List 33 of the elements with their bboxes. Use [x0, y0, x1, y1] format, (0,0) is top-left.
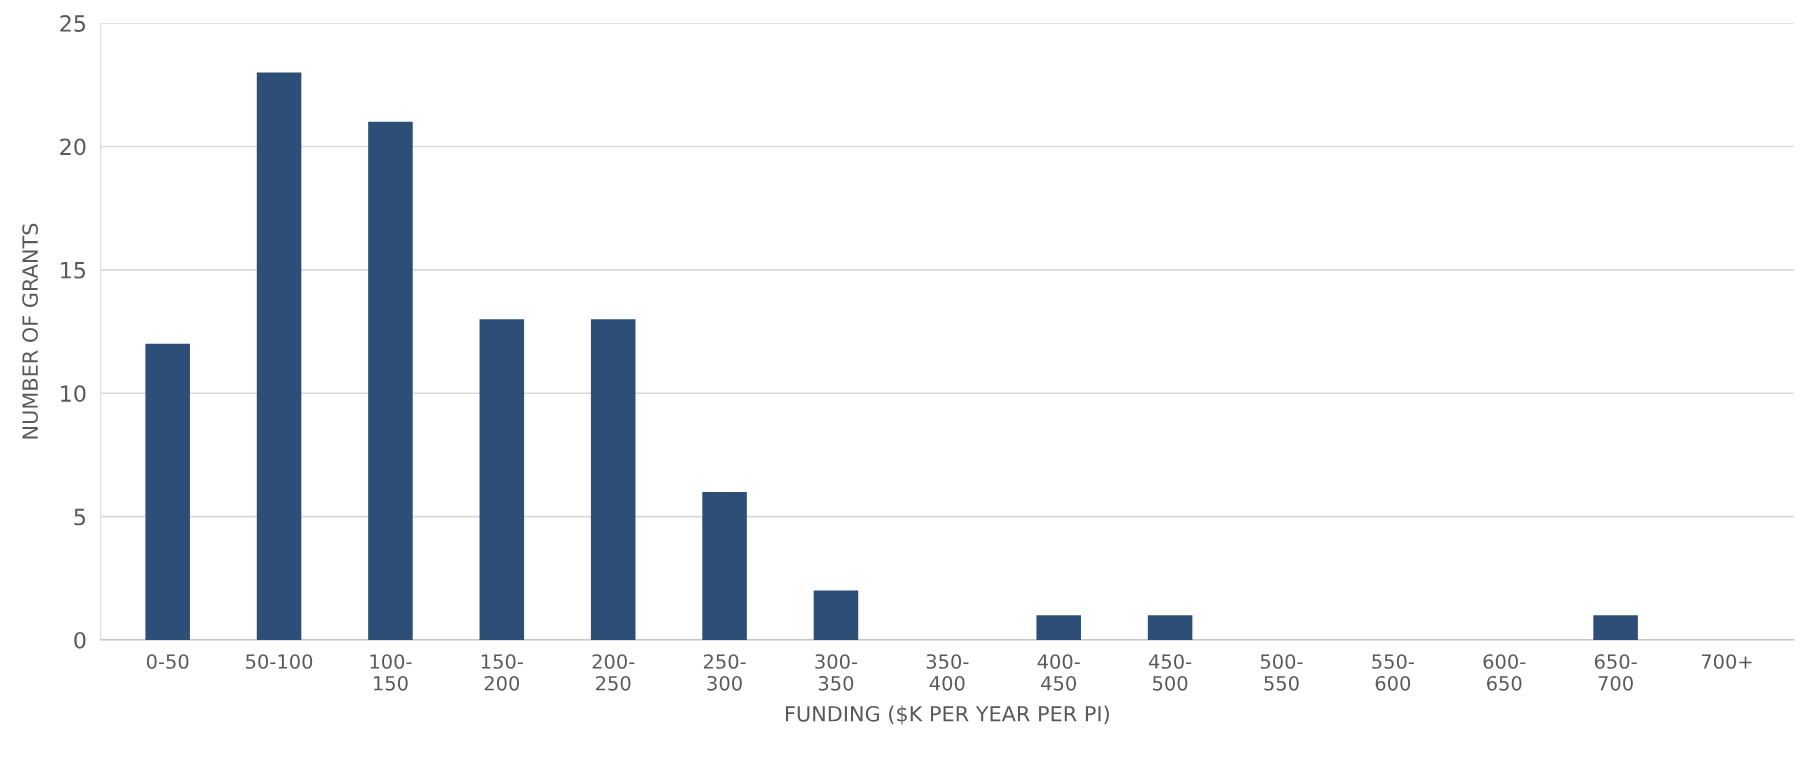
x-tick-label: 700+ — [1701, 654, 1752, 669]
x-tick-label: 650- 700 — [1594, 654, 1637, 691]
x-tick-label: 350- 400 — [926, 654, 969, 691]
y-tick-label: 25 — [60, 15, 86, 32]
x-tick-label: 0-50 — [146, 654, 189, 669]
x-tick-label: 100- 150 — [370, 654, 412, 691]
x-tick-label: 250- 300 — [703, 654, 746, 691]
bar — [590, 319, 636, 640]
x-tick-label: 400- 450 — [1037, 654, 1080, 691]
x-tick-label: 500- 550 — [1260, 654, 1303, 691]
x-tick-label: 150- 200 — [481, 654, 523, 691]
bar — [813, 590, 859, 640]
y-axis-title: NUMBER OF GRANTS — [22, 223, 38, 439]
bar — [1147, 615, 1193, 640]
bar — [702, 491, 747, 640]
y-tick-label: 20 — [60, 138, 86, 156]
bar — [145, 343, 190, 640]
x-axis-title: FUNDING ($K PER YEAR PER PI) — [786, 705, 1109, 725]
y-tick-label: 10 — [61, 385, 86, 402]
x-tick-label: 50-100 — [246, 654, 313, 669]
bar — [1593, 615, 1638, 640]
y-tick-label: 0 — [74, 631, 86, 649]
y-tick-label: 15 — [61, 262, 86, 279]
y-tick-label: 5 — [74, 508, 86, 526]
x-tick-label: 550- 600 — [1372, 654, 1414, 691]
x-tick-label: 600- 650 — [1483, 654, 1526, 691]
x-tick-label: 200- 250 — [592, 654, 635, 691]
x-tick-label: 450- 500 — [1148, 654, 1192, 691]
bar — [368, 121, 413, 640]
bar — [479, 319, 525, 640]
bar — [256, 72, 302, 640]
x-tick-label: 300- 350 — [815, 654, 858, 691]
bar — [1036, 615, 1081, 640]
